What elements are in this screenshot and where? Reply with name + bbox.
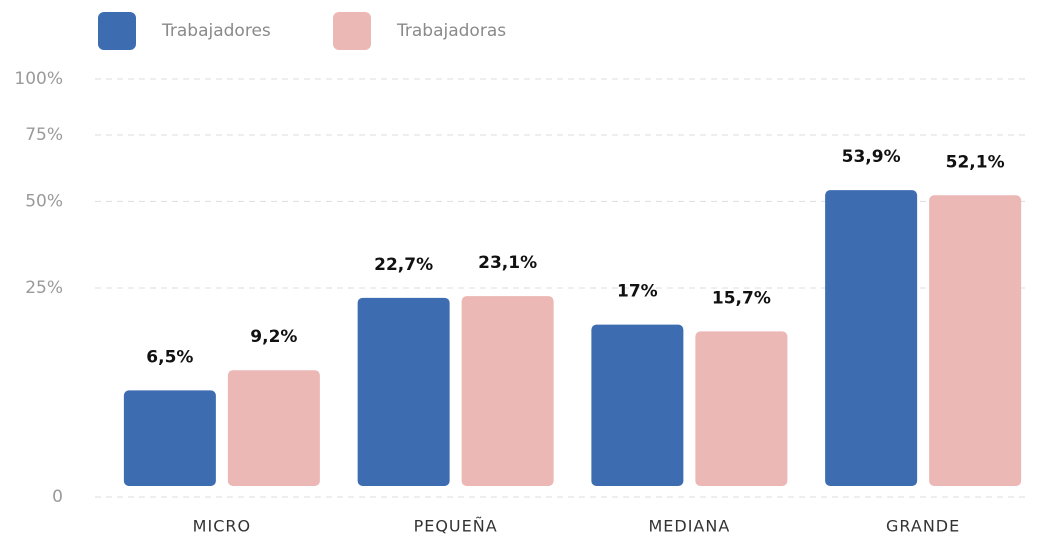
- y-tick-label: 75%: [25, 125, 63, 145]
- x-tick-label: MICRO: [193, 517, 251, 536]
- legend-label: Trabajadores: [161, 21, 271, 41]
- value-label: 15,7%: [712, 288, 771, 308]
- bar: [825, 190, 918, 486]
- bar: [357, 297, 450, 486]
- bar: [461, 296, 554, 486]
- y-tick-label: 25%: [25, 278, 63, 298]
- value-label: 23,1%: [478, 253, 537, 273]
- bar: [227, 370, 320, 486]
- x-tick-label: PEQUEÑA: [414, 517, 498, 536]
- bar: [695, 331, 788, 486]
- y-tick-label: 50%: [25, 191, 63, 211]
- value-label: 52,1%: [946, 152, 1005, 172]
- x-tick-label: MEDIANA: [648, 517, 730, 536]
- y-tick-label: 100%: [14, 69, 63, 89]
- legend-swatch: [98, 12, 136, 50]
- bar: [929, 195, 1022, 486]
- value-label: 17%: [617, 282, 658, 302]
- value-label: 9,2%: [250, 327, 297, 347]
- bar: [123, 390, 216, 486]
- value-label: 22,7%: [374, 255, 433, 275]
- legend-label: Trabajadoras: [396, 21, 506, 41]
- legend-swatch: [333, 12, 371, 50]
- y-tick-label: 0: [52, 487, 63, 507]
- bar: [591, 324, 684, 486]
- x-tick-label: GRANDE: [886, 517, 960, 536]
- value-label: 53,9%: [842, 147, 901, 167]
- value-label: 6,5%: [146, 347, 193, 367]
